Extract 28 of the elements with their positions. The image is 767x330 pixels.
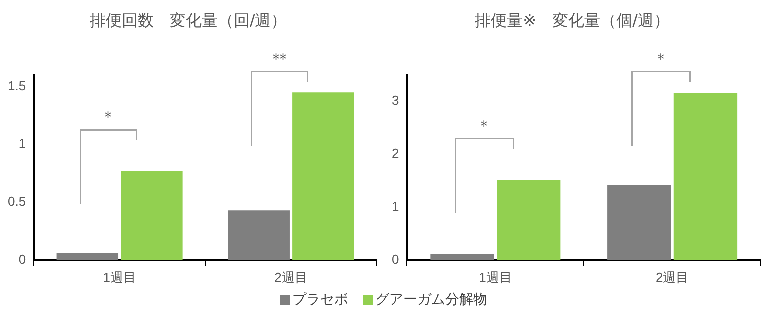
chart-title: 排便回数 変化量（回/週） bbox=[90, 10, 288, 30]
y-tick-label: 2 bbox=[392, 146, 400, 162]
legend-label: グアーガム分解物 bbox=[374, 291, 488, 309]
text: * bbox=[656, 52, 666, 68]
text: ** bbox=[272, 52, 288, 68]
y-tick-label: 0 bbox=[392, 252, 400, 267]
bar bbox=[430, 254, 494, 260]
x-tick-label: 2週目 bbox=[274, 270, 308, 285]
x-tick-label: 2週目 bbox=[656, 270, 690, 285]
annotation: * bbox=[480, 118, 489, 135]
y-tick-label: 1 bbox=[392, 199, 400, 214]
bar bbox=[674, 93, 738, 260]
bar bbox=[56, 253, 119, 260]
bar bbox=[228, 210, 290, 260]
annotation: * bbox=[104, 110, 113, 126]
y-tick-label: 0 bbox=[18, 252, 26, 267]
chart-title: 排便量※ 変化量（個/週） bbox=[475, 10, 670, 30]
y-tick-label: 3 bbox=[392, 93, 400, 108]
x-tick-label: 1週目 bbox=[103, 270, 136, 285]
y-tick-label: 0.5 bbox=[8, 194, 26, 210]
bar bbox=[292, 92, 354, 260]
bar bbox=[608, 185, 672, 260]
legend-label: プラセボ bbox=[292, 291, 348, 309]
bar bbox=[497, 180, 561, 260]
bar bbox=[121, 171, 183, 260]
y-tick-label: 1 bbox=[18, 136, 26, 152]
x-tick-label: 1週目 bbox=[479, 270, 512, 285]
y-tick-label: 1.5 bbox=[8, 78, 26, 94]
